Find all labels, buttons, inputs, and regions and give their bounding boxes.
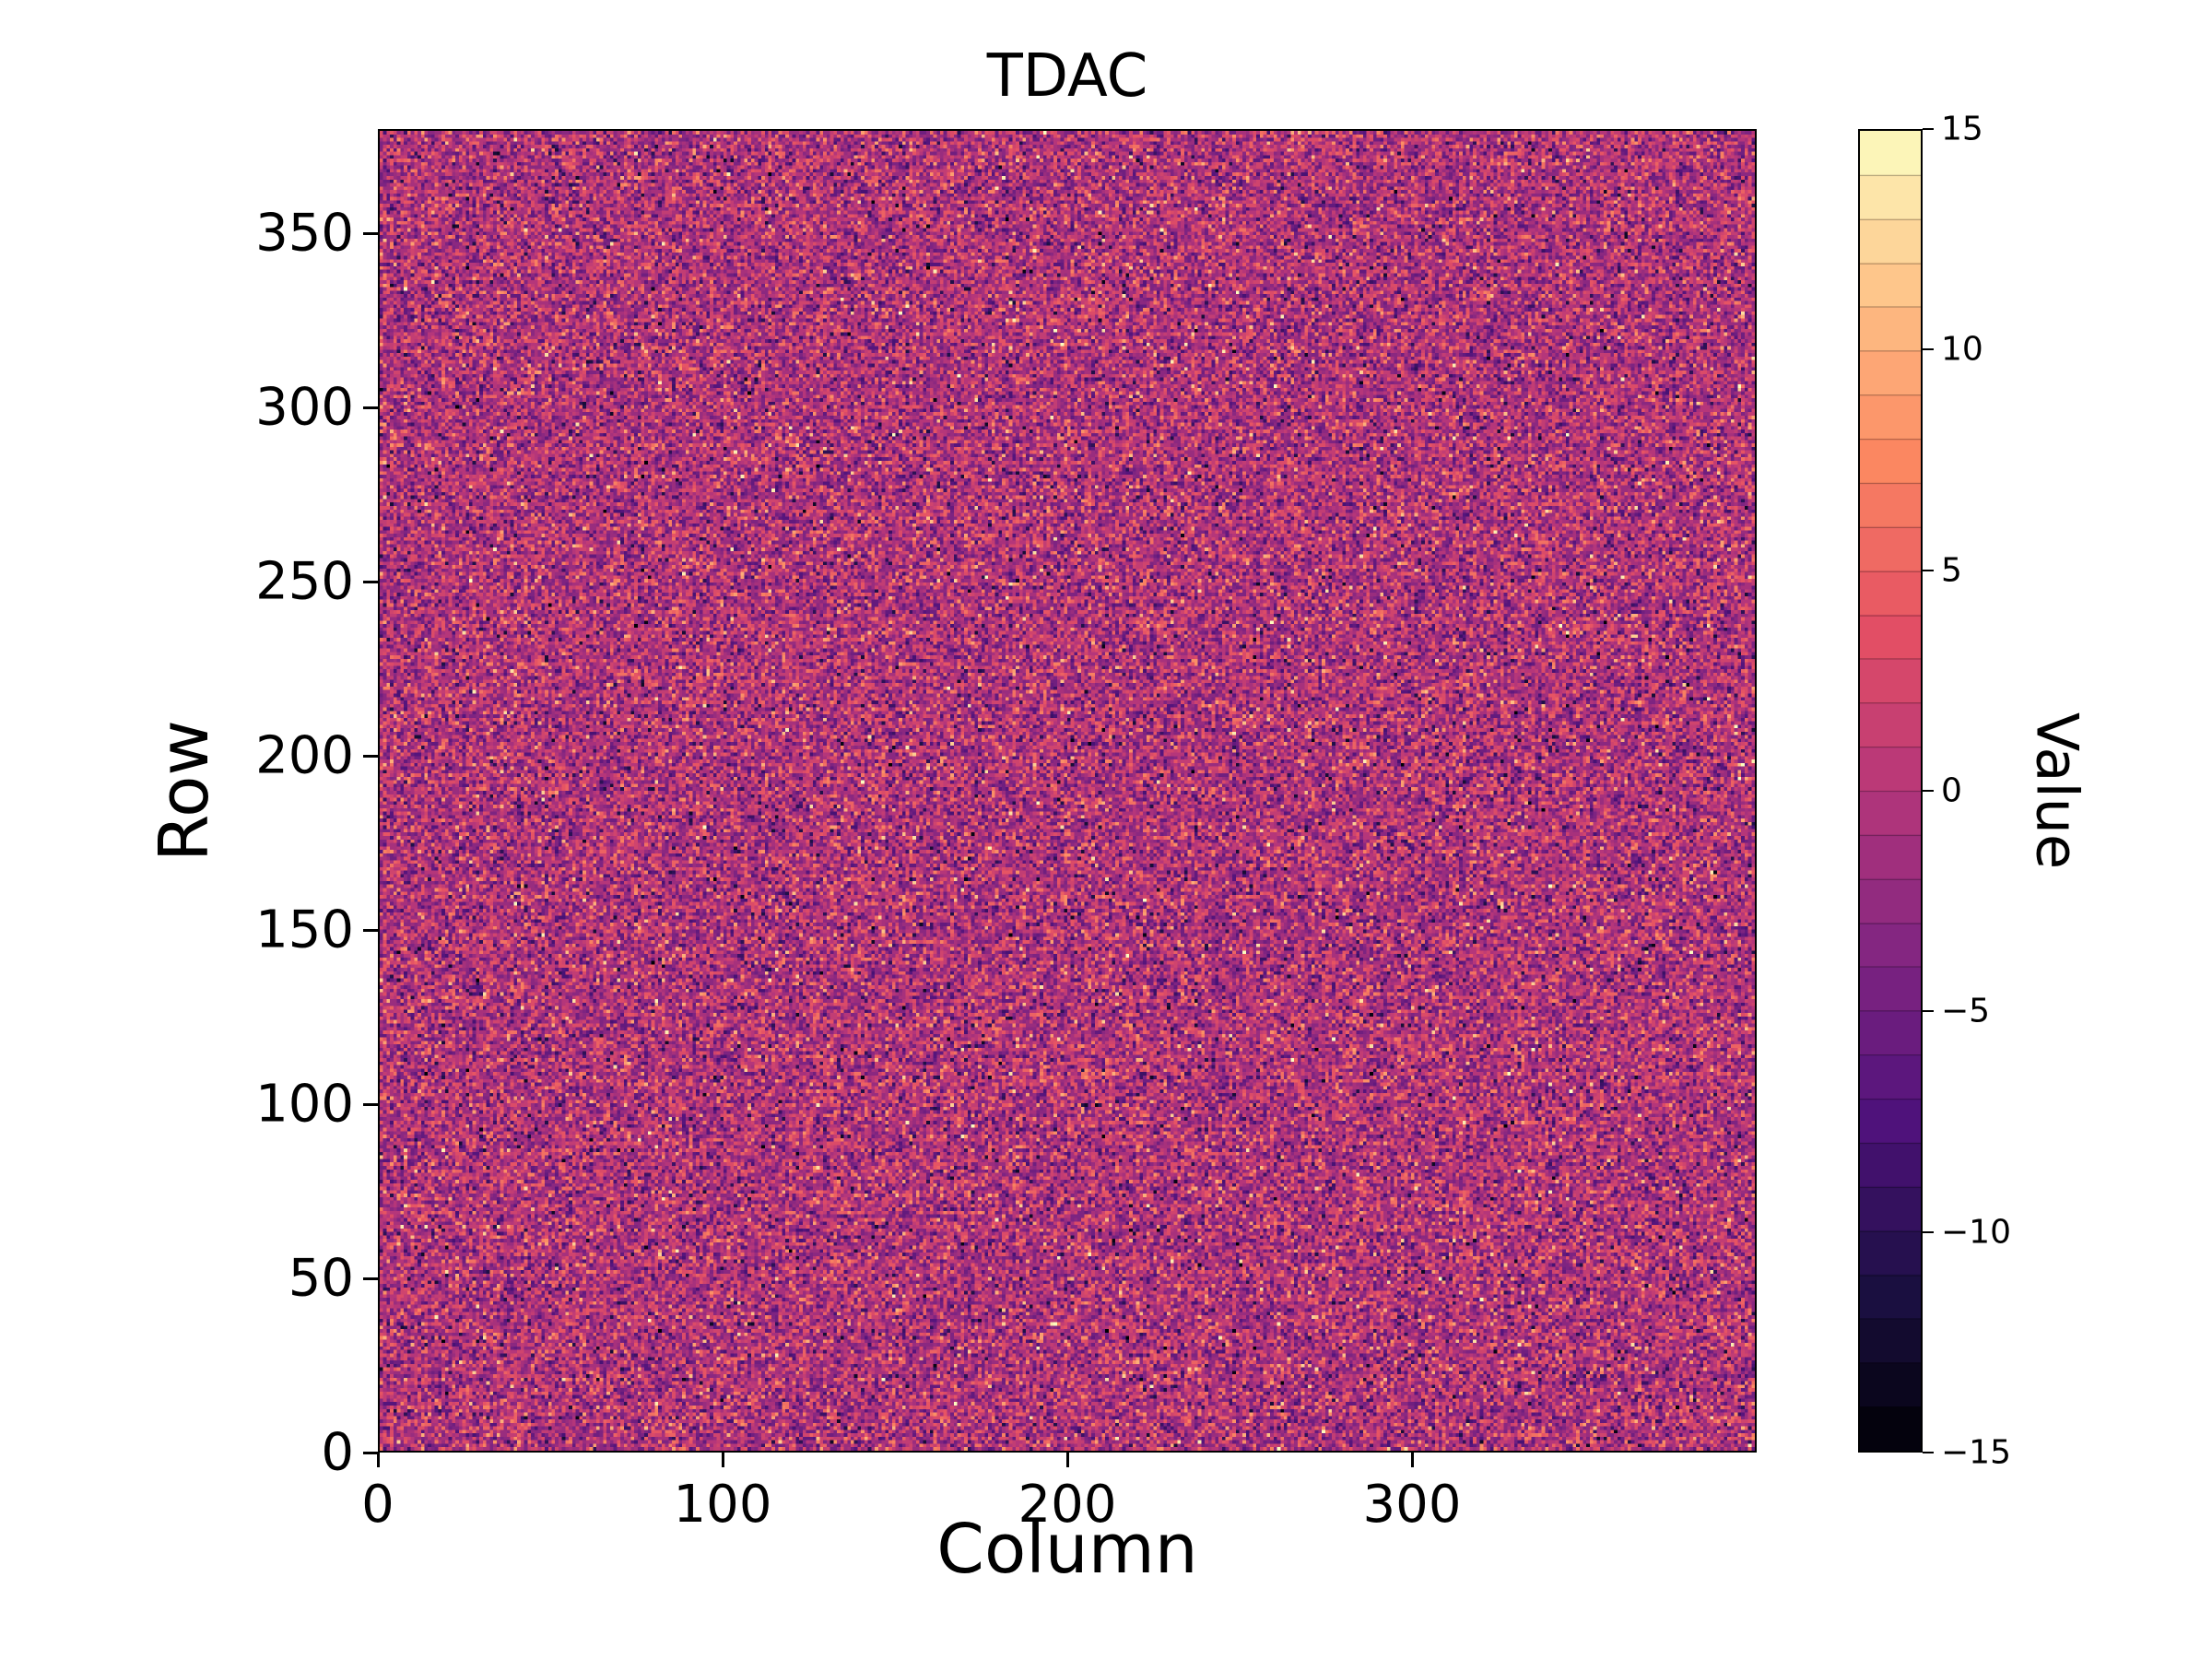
heatmap-plot-area (378, 129, 1757, 1453)
x-tick-mark (1410, 1453, 1414, 1467)
y-tick-label: 200 (255, 725, 354, 786)
y-tick-mark (363, 1102, 378, 1106)
y-tick-label: 50 (288, 1248, 354, 1309)
colorbar-tick-mark (1923, 348, 1934, 351)
y-tick-label: 0 (321, 1422, 354, 1483)
y-tick-mark (363, 231, 378, 235)
colorbar-tick-label: −15 (1941, 1433, 2011, 1472)
x-tick-mark (376, 1453, 380, 1467)
x-axis-label: Column (936, 1510, 1198, 1589)
y-tick-mark (363, 754, 378, 758)
y-tick-label: 250 (255, 551, 354, 612)
y-tick-mark (363, 1277, 378, 1280)
colorbar-label: Value (2023, 712, 2091, 870)
colorbar-tick-mark (1923, 790, 1934, 792)
y-tick-label: 100 (255, 1074, 354, 1135)
colorbar-tick-mark (1923, 569, 1934, 571)
colorbar-tick-label: 10 (1941, 330, 1983, 369)
colorbar-tick-mark (1923, 1230, 1934, 1233)
x-tick-label: 200 (1018, 1475, 1117, 1535)
colorbar-tick-label: 15 (1941, 110, 1983, 148)
plot-title: TDAC (986, 42, 1148, 111)
colorbar-tick-mark (1923, 1452, 1934, 1453)
y-tick-label: 150 (255, 900, 354, 960)
colorbar-tick-mark (1923, 1010, 1934, 1013)
colorbar-tick-label: 5 (1941, 551, 1962, 590)
y-axis-label: Row (145, 720, 224, 862)
colorbar-tick-label: 0 (1941, 771, 1962, 810)
y-tick-mark (363, 406, 378, 409)
y-tick-label: 350 (255, 203, 354, 264)
x-tick-mark (721, 1453, 724, 1467)
colorbar-canvas (1860, 131, 1921, 1451)
colorbar-tick-label: −10 (1941, 1213, 2011, 1252)
y-tick-label: 300 (255, 377, 354, 438)
y-tick-mark (363, 1451, 378, 1454)
colorbar (1858, 129, 1923, 1453)
y-tick-mark (363, 928, 378, 932)
y-tick-mark (363, 580, 378, 583)
x-tick-label: 300 (1362, 1475, 1462, 1535)
heatmap-canvas (380, 131, 1755, 1451)
colorbar-tick-mark (1923, 128, 1934, 130)
colorbar-tick-label: −5 (1941, 992, 1991, 1030)
x-tick-mark (1065, 1453, 1069, 1467)
x-tick-label: 0 (361, 1475, 394, 1535)
x-tick-label: 100 (673, 1475, 772, 1535)
